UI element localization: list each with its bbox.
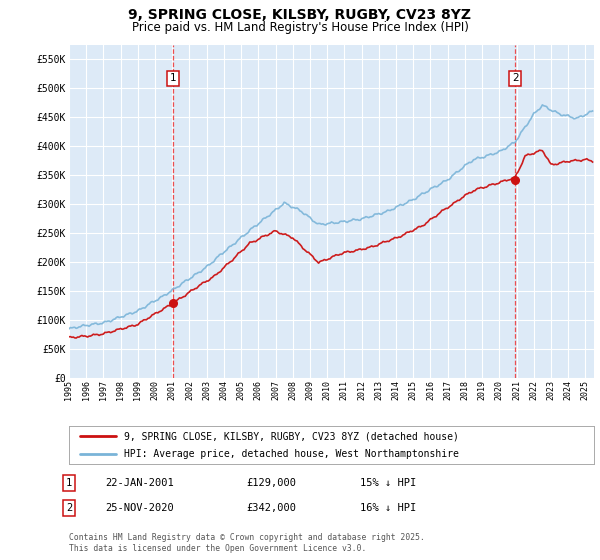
Text: £342,000: £342,000: [246, 503, 296, 513]
Text: 2016: 2016: [426, 380, 435, 400]
Text: 9, SPRING CLOSE, KILSBY, RUGBY, CV23 8YZ (detached house): 9, SPRING CLOSE, KILSBY, RUGBY, CV23 8YZ…: [124, 431, 459, 441]
Text: 2009: 2009: [305, 380, 314, 400]
Text: 2000: 2000: [151, 380, 160, 400]
Text: 2: 2: [66, 503, 72, 513]
Text: £129,000: £129,000: [246, 478, 296, 488]
Text: 2002: 2002: [185, 380, 194, 400]
Text: 15% ↓ HPI: 15% ↓ HPI: [360, 478, 416, 488]
Text: 2005: 2005: [236, 380, 245, 400]
Text: 1: 1: [170, 73, 176, 83]
Text: 2001: 2001: [168, 380, 177, 400]
Text: Price paid vs. HM Land Registry's House Price Index (HPI): Price paid vs. HM Land Registry's House …: [131, 21, 469, 34]
Text: 2011: 2011: [340, 380, 349, 400]
Text: 2021: 2021: [512, 380, 521, 400]
Text: 2: 2: [512, 73, 518, 83]
Text: 22-JAN-2001: 22-JAN-2001: [105, 478, 174, 488]
Text: 2023: 2023: [547, 380, 556, 400]
Text: 2025: 2025: [581, 380, 590, 400]
Text: 2019: 2019: [478, 380, 487, 400]
Text: 2013: 2013: [374, 380, 383, 400]
Text: 2010: 2010: [323, 380, 332, 400]
Text: 2020: 2020: [495, 380, 504, 400]
Text: 16% ↓ HPI: 16% ↓ HPI: [360, 503, 416, 513]
Text: HPI: Average price, detached house, West Northamptonshire: HPI: Average price, detached house, West…: [124, 449, 459, 459]
Text: 2012: 2012: [357, 380, 366, 400]
Text: 2007: 2007: [271, 380, 280, 400]
Text: 1: 1: [66, 478, 72, 488]
Text: 2006: 2006: [254, 380, 263, 400]
Text: 2024: 2024: [563, 380, 572, 400]
Text: 2008: 2008: [288, 380, 297, 400]
Text: 2014: 2014: [392, 380, 401, 400]
Text: Contains HM Land Registry data © Crown copyright and database right 2025.
This d: Contains HM Land Registry data © Crown c…: [69, 533, 425, 553]
Text: 25-NOV-2020: 25-NOV-2020: [105, 503, 174, 513]
Text: 2017: 2017: [443, 380, 452, 400]
Text: 2003: 2003: [202, 380, 211, 400]
Text: 2018: 2018: [460, 380, 469, 400]
Text: 1998: 1998: [116, 380, 125, 400]
Text: 9, SPRING CLOSE, KILSBY, RUGBY, CV23 8YZ: 9, SPRING CLOSE, KILSBY, RUGBY, CV23 8YZ: [128, 8, 472, 22]
Text: 1999: 1999: [133, 380, 142, 400]
Text: 2004: 2004: [220, 380, 229, 400]
Text: 1997: 1997: [99, 380, 108, 400]
Text: 1996: 1996: [82, 380, 91, 400]
Text: 2022: 2022: [529, 380, 538, 400]
Text: 2015: 2015: [409, 380, 418, 400]
Text: 1995: 1995: [65, 380, 74, 400]
